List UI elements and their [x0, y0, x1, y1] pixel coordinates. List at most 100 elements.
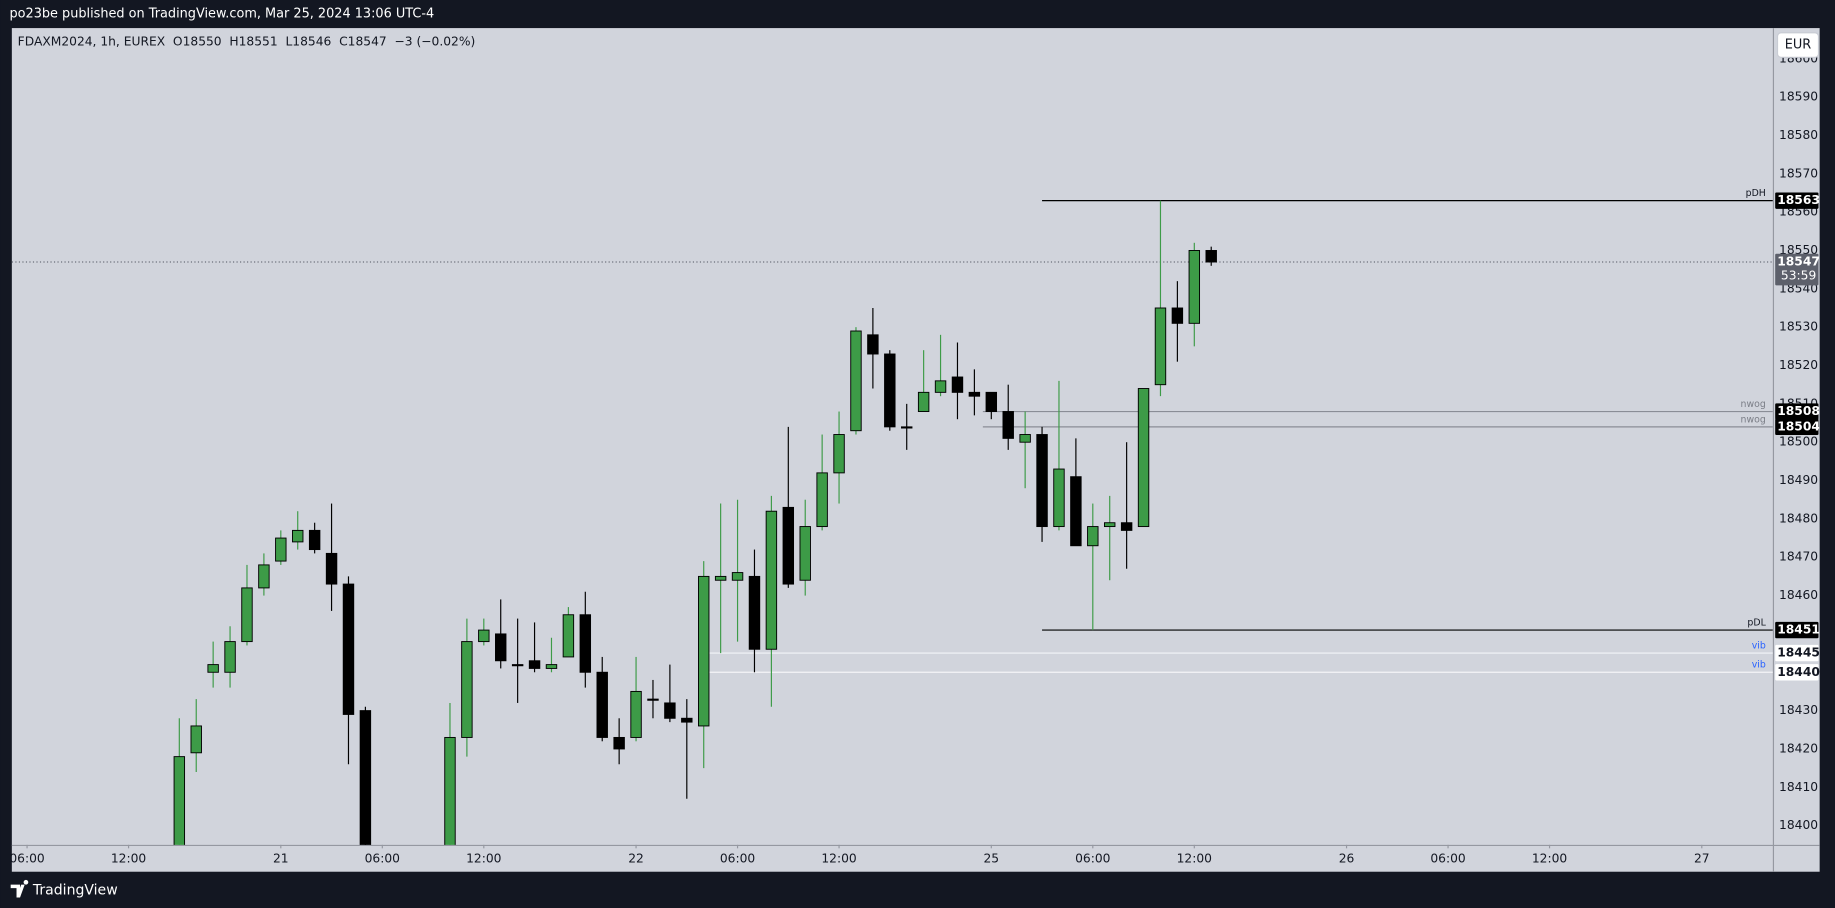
candle-body: [1137, 388, 1150, 528]
candle-body: [444, 736, 456, 845]
candle-body: [799, 526, 811, 581]
level-tag: vib: [1752, 641, 1766, 652]
candle-body: [1036, 434, 1048, 528]
candle-body: [495, 633, 507, 662]
y-tick-label: 18520: [1779, 358, 1818, 372]
candle-body: [647, 698, 659, 701]
level-price-box: [1775, 192, 1819, 209]
y-tick-label: 18490: [1779, 473, 1818, 487]
candle-body: [765, 510, 778, 650]
candle-body: [917, 391, 930, 412]
candle-body: [1053, 468, 1065, 528]
candle-body: [714, 575, 727, 581]
candle-body: [1171, 307, 1184, 324]
candle-body: [359, 710, 372, 845]
y-tick-label: 18410: [1779, 780, 1818, 794]
candle-body: [241, 587, 253, 643]
candle-body: [1154, 307, 1167, 386]
level-price-box: [1775, 664, 1819, 681]
candle-body: [867, 334, 879, 355]
candle-body: [782, 506, 795, 585]
level-price-label: 18440: [1777, 665, 1820, 679]
candle-body: [664, 702, 676, 719]
candle-body: [308, 529, 321, 551]
candle-body: [681, 717, 693, 723]
x-tick-label: 06:00: [1430, 851, 1465, 865]
level-price-label: 18508: [1777, 404, 1820, 418]
candle-body: [884, 353, 896, 428]
candle-body: [325, 552, 338, 585]
x-tick-label: 12:00: [111, 851, 146, 865]
x-tick-label: 21: [273, 851, 289, 865]
level-tag: pDL: [1747, 618, 1766, 629]
candle-body: [951, 376, 964, 393]
x-tick-label: 26: [1339, 851, 1355, 865]
level-price-label: 18504: [1777, 419, 1820, 433]
candle-body: [731, 572, 744, 581]
x-tick-label: 12:00: [1532, 851, 1567, 865]
countdown-label: 53:59: [1781, 269, 1816, 283]
candle-body: [1087, 526, 1099, 547]
candle-body: [596, 671, 608, 738]
candle-body: [224, 641, 236, 673]
y-tick-label: 18400: [1779, 818, 1818, 832]
y-tick-label: 18590: [1779, 90, 1818, 104]
x-tick-label: 25: [983, 851, 999, 865]
candle-body: [461, 641, 473, 738]
y-tick-label: 18530: [1779, 320, 1818, 334]
x-tick-label: 12:00: [821, 851, 856, 865]
level-price-label: 18445: [1777, 646, 1820, 660]
x-tick-label: 22: [628, 851, 644, 865]
candle-body: [528, 660, 541, 669]
candle-body: [1019, 434, 1031, 443]
y-tick-label: 18580: [1779, 128, 1818, 142]
candle-body: [698, 575, 710, 727]
y-tick-label: 18570: [1779, 166, 1818, 180]
x-tick-label: 06:00: [720, 851, 755, 865]
candle-body: [748, 575, 761, 650]
y-tick-label: 18550: [1779, 243, 1818, 257]
candle-body: [850, 330, 862, 432]
candle-body: [579, 614, 592, 673]
footer-brand: TradingView: [32, 882, 118, 898]
level-price-label: 18563: [1777, 193, 1820, 207]
candle-body: [985, 391, 998, 412]
chart-background: [11, 28, 1820, 872]
candle-body: [934, 380, 947, 393]
last-price-box: [1775, 253, 1819, 286]
level-price-box: [1775, 644, 1819, 662]
candle-body: [545, 664, 558, 669]
level-price-box: [1775, 403, 1819, 420]
y-tick-label: 18500: [1779, 435, 1818, 449]
x-tick-label: 12:00: [1177, 851, 1212, 865]
candle-body: [630, 690, 642, 738]
axes: 1840018410184201843018440184501846018470…: [9, 32, 1820, 865]
level-price-box: [1775, 418, 1819, 436]
currency-label: EUR: [1785, 38, 1812, 53]
last-price-label: 18547: [1777, 254, 1820, 268]
candle-body: [901, 426, 913, 429]
plot-area: [11, 200, 1773, 845]
level-tag: pDH: [1746, 188, 1766, 199]
x-tick-label: 27: [1694, 851, 1710, 865]
candle-body: [342, 583, 355, 715]
candle-body: [1120, 522, 1133, 531]
level-price-box: [1775, 621, 1819, 639]
candle-body: [511, 664, 524, 667]
level-price-label: 18451: [1777, 623, 1820, 637]
x-tick-label: 06:00: [365, 851, 400, 865]
candle-body: [478, 629, 490, 643]
candle-body: [833, 434, 845, 474]
candle-body: [613, 736, 625, 750]
y-tick-label: 18420: [1779, 741, 1818, 755]
candle-body: [173, 756, 186, 845]
candle-body: [190, 725, 202, 754]
level-tag: nwog: [1741, 399, 1766, 410]
legend: FDAXM2024, 1h, EUREX O18550 H18551 L1854…: [18, 35, 476, 49]
y-tick-label: 18430: [1779, 703, 1818, 717]
candle-body: [1104, 522, 1116, 528]
logo-icon: [10, 879, 29, 898]
x-tick-label: 12:00: [466, 851, 501, 865]
